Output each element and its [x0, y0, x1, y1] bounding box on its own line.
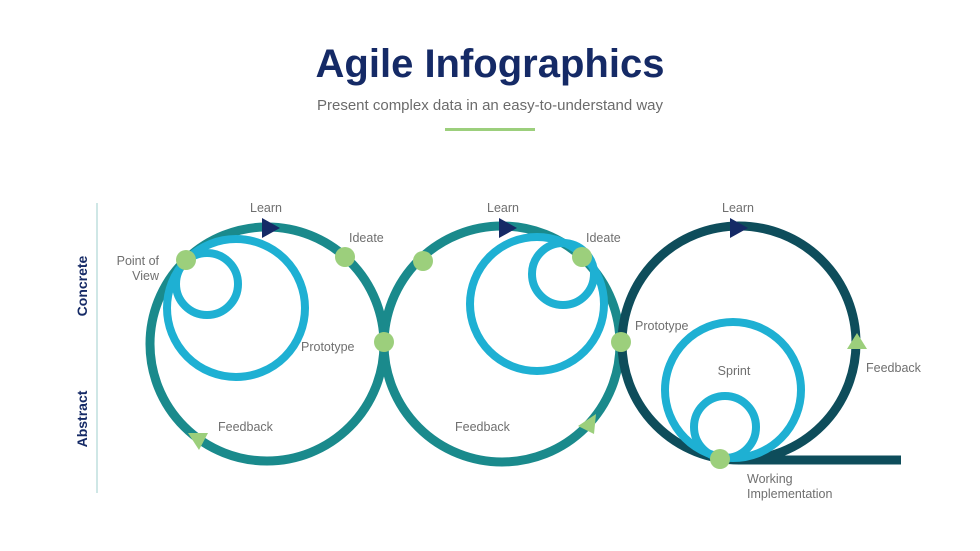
outer-ring [617, 221, 861, 465]
inner-loop-large [466, 233, 608, 375]
axis-label-abstract: Abstract [74, 390, 90, 447]
label-point-of-view: Point of [117, 254, 160, 268]
page-subtitle: Present complex data in an easy-to-under… [316, 97, 664, 114]
arrow-up-icon [847, 333, 867, 349]
page-title: Agile Infographics [315, 42, 665, 86]
node-prototype-2 [611, 332, 631, 352]
arrow-right-icon [262, 218, 280, 238]
label-prototype: Prototype [635, 319, 689, 333]
node-point-of-view [176, 250, 196, 270]
arrow-right-icon [499, 218, 517, 238]
node-working-implementation [710, 449, 730, 469]
axis-label-concrete: Concrete [74, 255, 90, 316]
label-ideate: Ideate [586, 231, 621, 245]
label-ideate: Ideate [349, 231, 384, 245]
label-feedback: Feedback [218, 420, 274, 434]
node-ideate-2 [572, 247, 592, 267]
label-working: Working [747, 472, 793, 486]
title-underline [445, 128, 535, 131]
label-feedback: Feedback [866, 361, 922, 375]
inner-loop-small [172, 249, 242, 319]
label-feedback: Feedback [455, 420, 511, 434]
sprint-inner-loop [690, 392, 760, 462]
node-point-2 [413, 251, 433, 271]
node-ideate-1 [335, 247, 355, 267]
inner-loop-large [163, 235, 309, 381]
inner-loop-small [528, 239, 598, 309]
arrow-down-icon [188, 433, 208, 450]
arrow-left-icon [578, 414, 596, 434]
label-point-of-view-2: View [132, 269, 160, 283]
label-prototype: Prototype [301, 340, 355, 354]
sprint-loop [661, 318, 805, 462]
arrow-right-icon [730, 218, 748, 238]
label-learn: Learn [250, 201, 282, 215]
nodes [176, 247, 730, 469]
label-sprint: Sprint [718, 364, 751, 378]
label-learn: Learn [487, 201, 519, 215]
label-implementation: Implementation [747, 487, 833, 501]
node-prototype-1 [374, 332, 394, 352]
label-learn: Learn [722, 201, 754, 215]
